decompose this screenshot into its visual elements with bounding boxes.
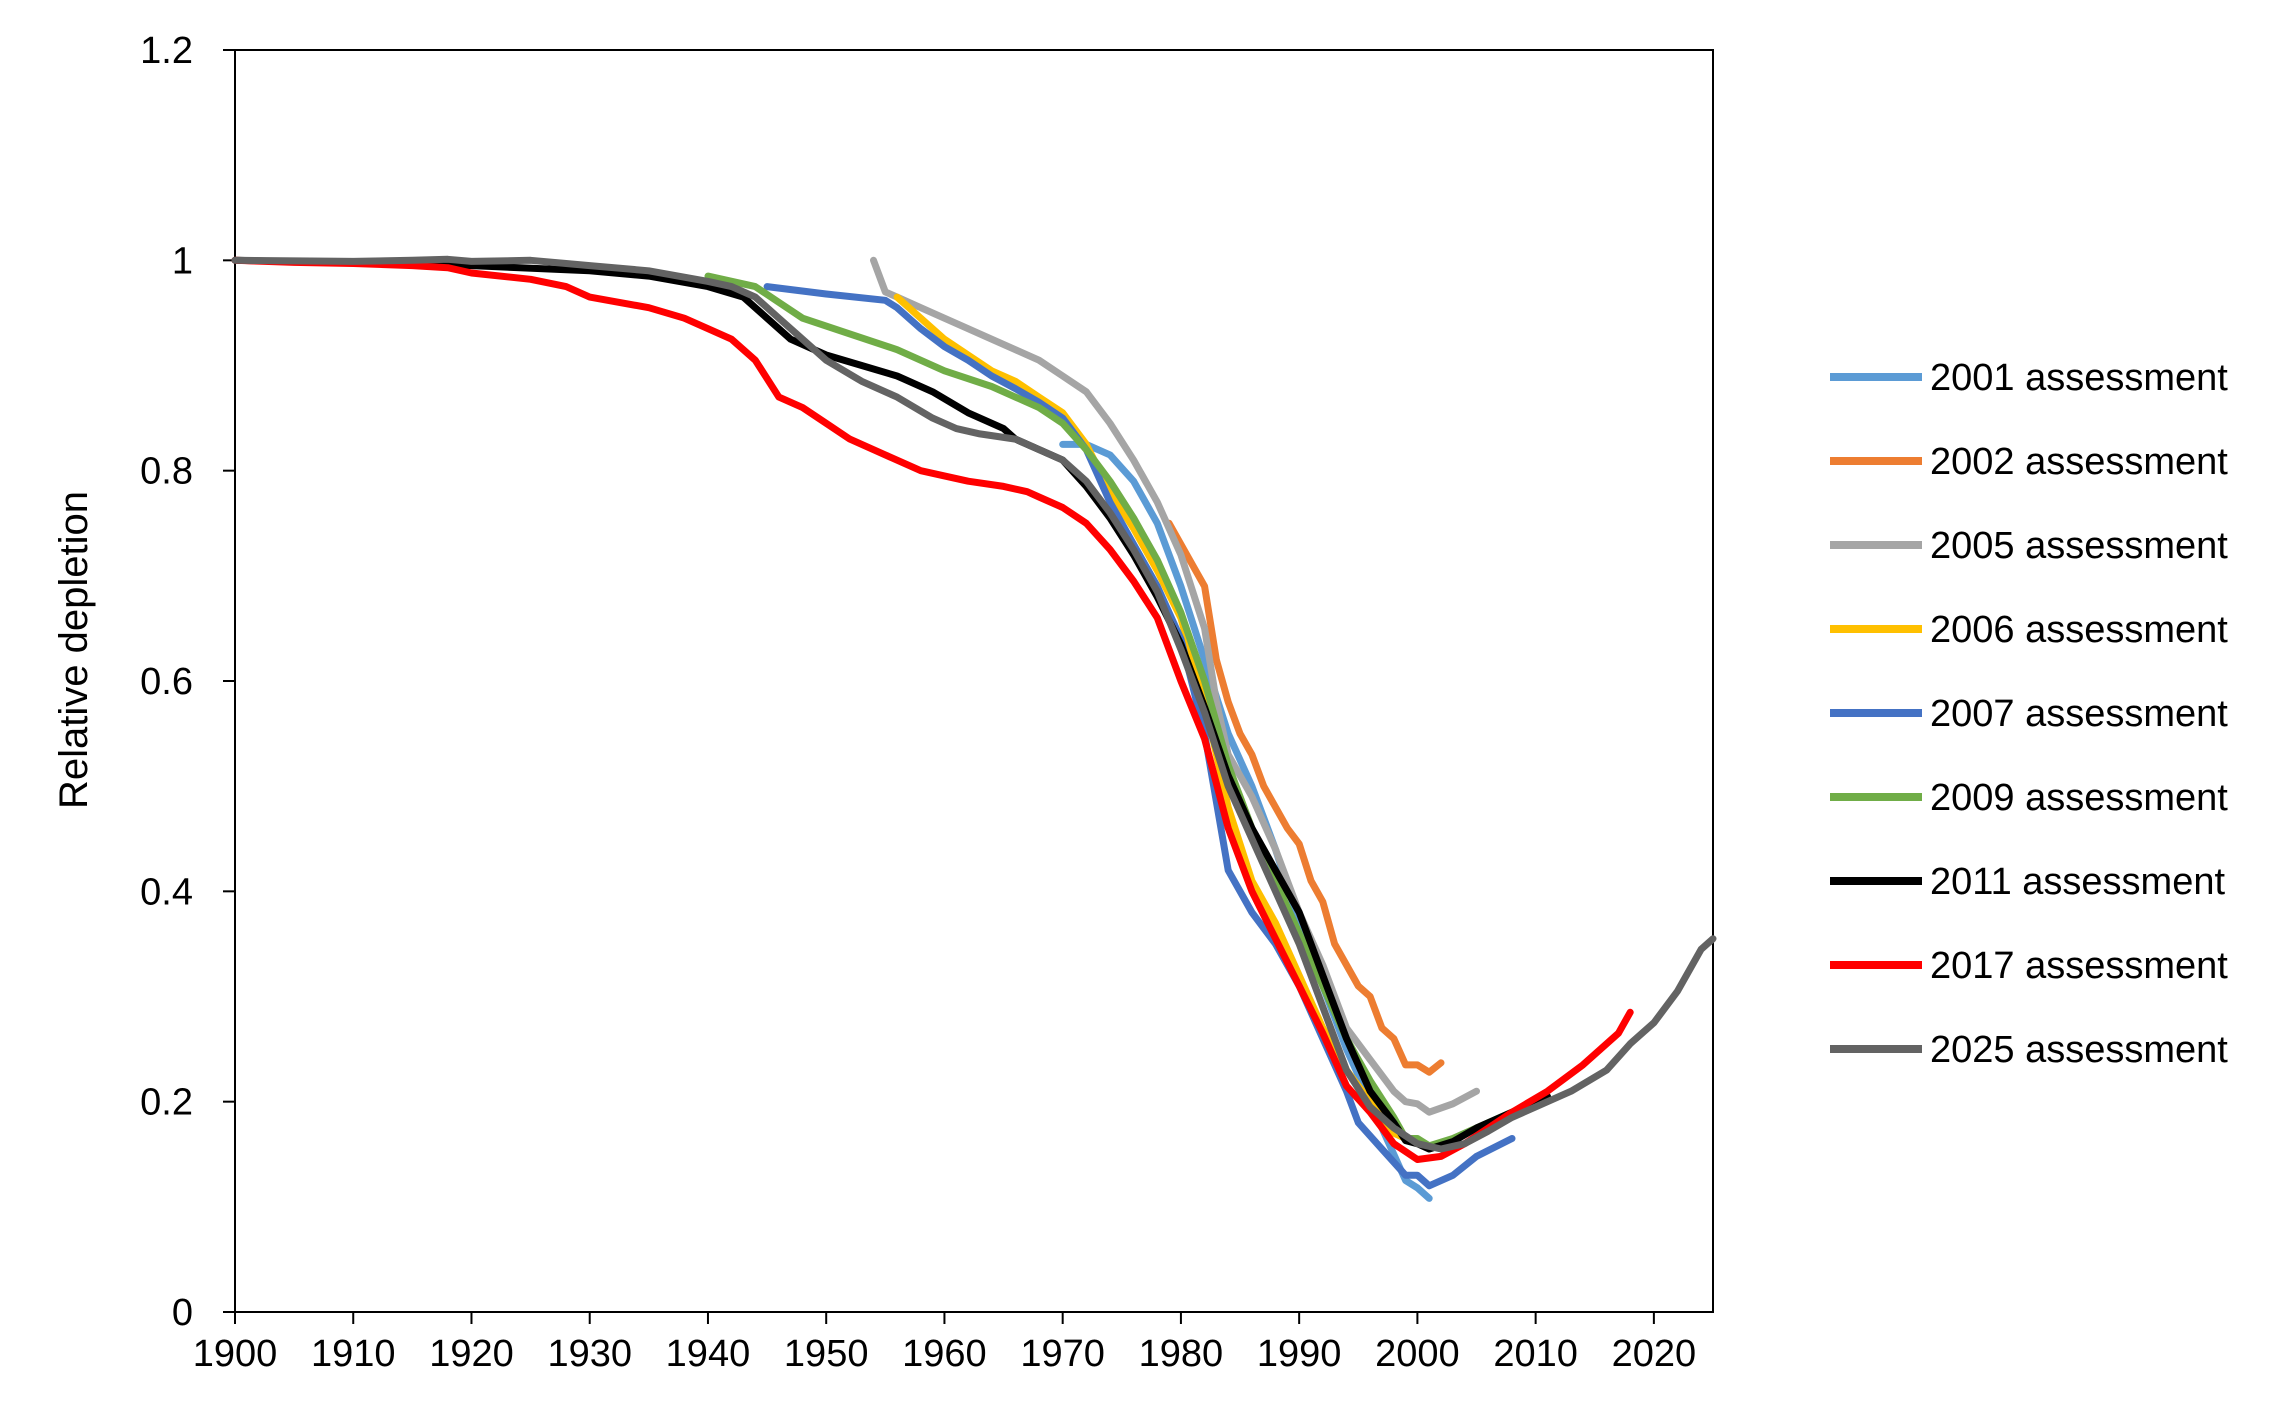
legend-label: 2005 assessment	[1930, 525, 2228, 567]
y-axis-title: Relative depletion	[52, 491, 96, 809]
x-tick-label: 1970	[1020, 1333, 1105, 1375]
x-tick-label: 1920	[429, 1333, 514, 1375]
legend-label: 2025 assessment	[1930, 1029, 2228, 1071]
y-tick-label: 0.2	[140, 1082, 193, 1124]
x-tick-label: 1990	[1257, 1333, 1342, 1375]
x-tick-label: 1900	[193, 1333, 278, 1375]
legend-label: 2011 assessment	[1930, 861, 2225, 903]
legend-label: 2006 assessment	[1930, 609, 2228, 651]
x-tick-label: 1910	[311, 1333, 396, 1375]
y-tick-label: 1.2	[140, 30, 193, 72]
axis-ticks: 1900 1910 1920 1930 1940 1950 1960 1970 1980 1990…	[140, 30, 1696, 1375]
x-tick-label: 2010	[1493, 1333, 1578, 1375]
series-line-2002	[1165, 519, 1445, 1076]
legend-label: 2007 assessment	[1930, 693, 2228, 735]
legend-label: 2002 assessment	[1930, 441, 2228, 483]
series-line-2017	[231, 256, 1634, 1163]
series-line-2005	[870, 256, 1480, 1116]
series-line-2025	[231, 255, 1717, 1153]
series-layer	[231, 255, 1717, 1202]
y-tick-label: 0.8	[140, 451, 193, 493]
legend-label: 2017 assessment	[1930, 945, 2228, 987]
x-tick-label: 2020	[1612, 1333, 1697, 1375]
y-tick-label: 0	[172, 1292, 193, 1334]
x-tick-label: 1940	[666, 1333, 751, 1375]
legend: 2001 assessment 2002 assessment 2005 asses…	[1830, 357, 2228, 1071]
x-tick-label: 1950	[784, 1333, 869, 1375]
x-tick-label: 1960	[902, 1333, 987, 1375]
x-tick-label: 1980	[1139, 1333, 1224, 1375]
series-line-2006	[893, 293, 1421, 1148]
x-tick-label: 2000	[1375, 1333, 1460, 1375]
x-tick-label: 1930	[547, 1333, 632, 1375]
legend-label: 2001 assessment	[1930, 357, 2228, 399]
y-tick-label: 1	[172, 240, 193, 282]
legend-label: 2009 assessment	[1930, 777, 2228, 819]
y-tick-label: 0.4	[140, 871, 193, 913]
y-tick-label: 0.6	[140, 661, 193, 703]
